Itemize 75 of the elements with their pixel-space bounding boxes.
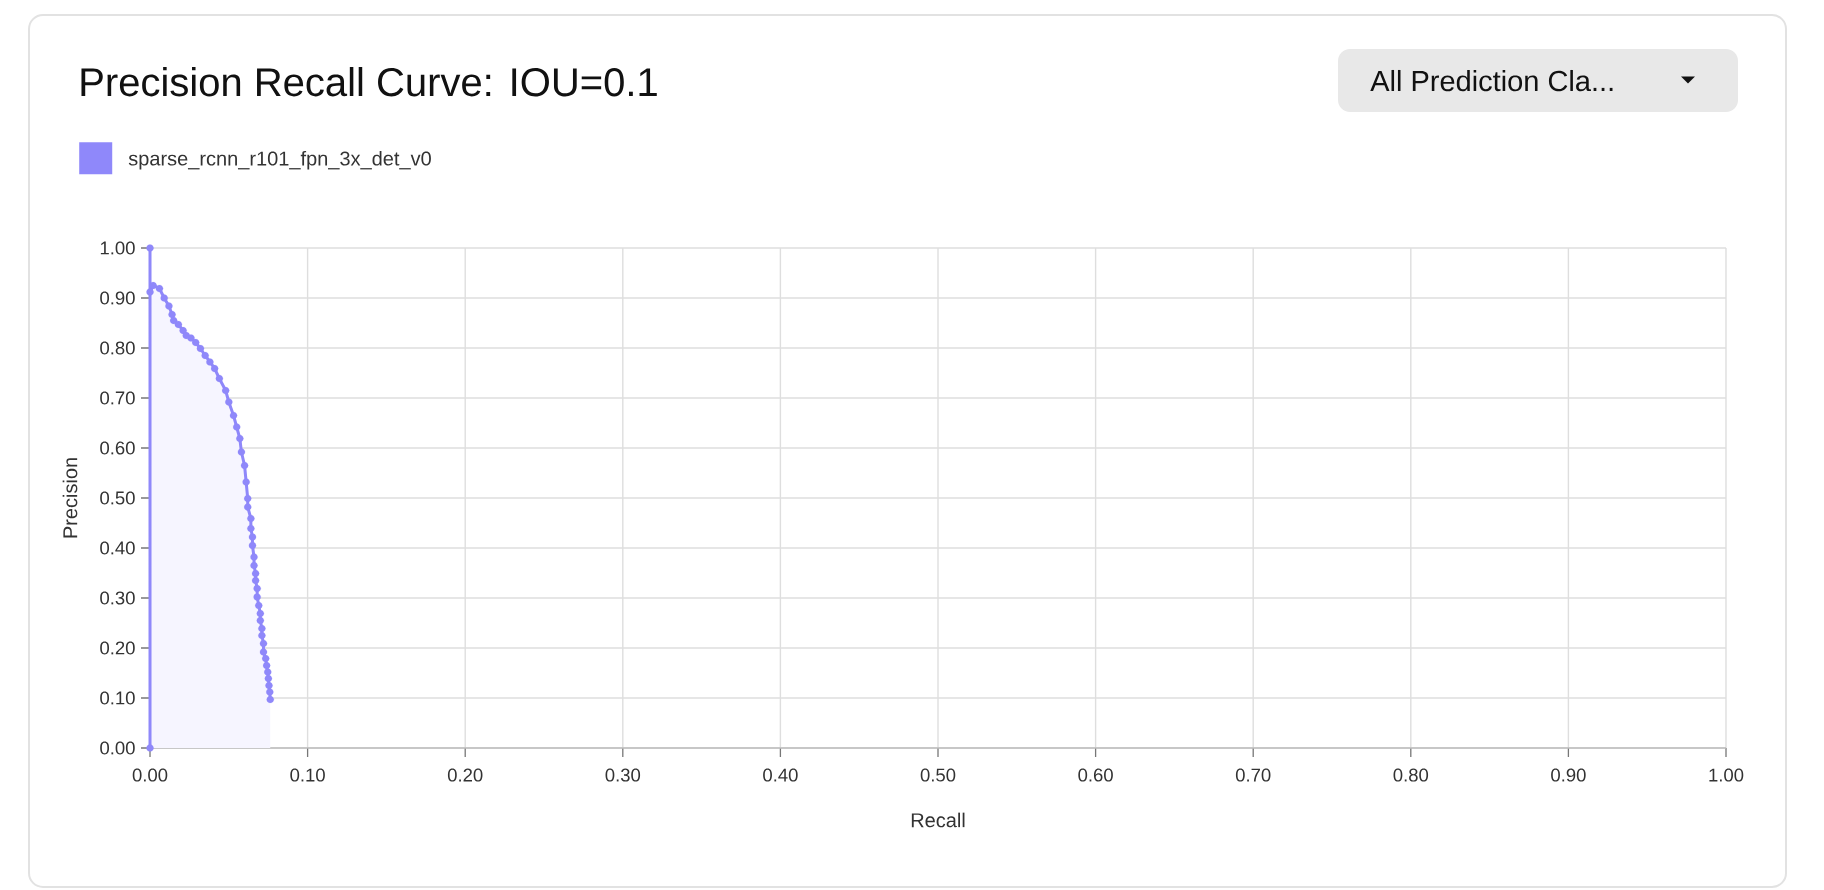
y-tick-label: 0.30 (100, 591, 135, 605)
point (210, 364, 219, 373)
point (259, 639, 268, 648)
point (225, 398, 233, 406)
y-axis-title: Precision (62, 458, 78, 538)
point (244, 494, 252, 503)
point (256, 609, 264, 618)
y-tick-label: 0.00 (100, 741, 135, 755)
x-tick-label: 0.50 (920, 768, 956, 782)
y-tick-label: 0.20 (100, 641, 135, 655)
point (201, 351, 209, 360)
point (248, 541, 257, 550)
x-tick-label: 0.20 (447, 768, 483, 782)
point (165, 302, 173, 310)
point (250, 553, 258, 561)
y-tick-label: 0.80 (100, 341, 135, 355)
x-tick-label: 0.60 (1078, 768, 1113, 782)
point (266, 695, 274, 704)
y-tick-label: 0.50 (100, 491, 135, 505)
point (192, 338, 200, 347)
point (206, 358, 214, 366)
point (229, 411, 238, 420)
x-tick-label: 0.90 (1551, 768, 1586, 782)
y-tick-label: 0.10 (100, 691, 135, 705)
point (240, 461, 249, 470)
x-axis-title: Recall (911, 812, 965, 828)
point (187, 334, 195, 342)
x-tick-label: 0.10 (290, 768, 325, 782)
point (253, 593, 261, 601)
point (242, 478, 250, 486)
point (251, 576, 260, 585)
point (266, 688, 274, 696)
y-tick-label: 0.60 (100, 441, 135, 455)
point (258, 631, 266, 640)
point (255, 601, 263, 610)
y-tick-label: 0.40 (100, 541, 135, 555)
point (174, 320, 183, 329)
point (251, 569, 260, 578)
point (250, 561, 258, 570)
point (256, 616, 264, 625)
y-tick-label: 1.00 (100, 241, 135, 255)
x-tick-label: 0.80 (1393, 768, 1429, 782)
point (247, 514, 255, 523)
x-tick-label: 0.30 (605, 768, 641, 782)
point (215, 374, 224, 383)
x-tick-label: 1.00 (1709, 768, 1744, 782)
point (253, 584, 261, 593)
point (247, 524, 255, 533)
point (160, 294, 168, 302)
point (264, 668, 272, 676)
point (248, 533, 257, 541)
x-tick-label: 0.00 (132, 768, 168, 782)
point (146, 288, 154, 296)
point (258, 624, 266, 633)
x-tick-label: 0.70 (1235, 768, 1271, 782)
point (236, 434, 244, 443)
x-tick-label: 0.40 (763, 768, 798, 782)
point (265, 681, 273, 690)
text: All Prediction Cla... (1370, 69, 1613, 92)
point (146, 244, 154, 252)
point (264, 674, 273, 683)
point (262, 661, 271, 670)
point (155, 284, 164, 293)
point (233, 423, 241, 431)
y-tick-label: 0.70 (100, 391, 135, 405)
chart-title: Precision Recall Curve: IOU=0.1 (81, 67, 657, 97)
point (146, 744, 154, 752)
point (244, 503, 252, 511)
legend-label: sparse_rcnn_r101_fpn_3x_det_v0 (128, 150, 431, 170)
y-tick-label: 0.90 (100, 291, 135, 305)
point (221, 386, 230, 395)
point (196, 344, 205, 353)
point (259, 648, 268, 656)
point (237, 448, 246, 456)
point (262, 654, 270, 663)
